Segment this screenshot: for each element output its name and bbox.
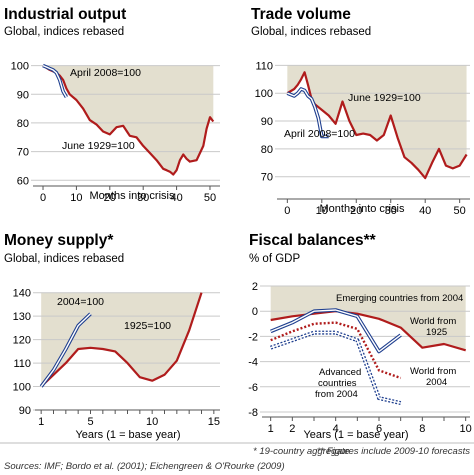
industrial-title: Industrial output — [4, 6, 126, 23]
fiscal-label-world1925-b: 1925 — [426, 327, 447, 338]
fiscal-series-world2004 — [270, 321, 402, 380]
panel-trade-volume: Trade volume Global, indices rebased 70 8… — [251, 6, 470, 217]
fiscal-label-emerging: Emerging countries from 2004 — [336, 293, 463, 304]
fiscal-xtick-label: 6 — [376, 423, 382, 435]
industrial-ytick-label: 100 — [11, 61, 29, 73]
industrial-label-june1929: June 1929=100 — [62, 140, 135, 152]
trade-series-april2008-inner — [287, 88, 329, 138]
industrial-label-april2008: April 2008=100 — [70, 67, 141, 79]
money-label-1925: 1925=100 — [124, 320, 171, 332]
industrial-xtick-label: 20 — [104, 192, 116, 204]
panel-money-supply: Money supply* Global, indices rebased 90… — [4, 232, 220, 441]
trade-xtick-label: 40 — [419, 205, 431, 217]
fiscal-title: Fiscal balances** — [249, 232, 377, 249]
trade-ytick-label: 110 — [255, 60, 273, 72]
fiscal-series-advanced2004-inner — [270, 331, 401, 404]
industrial-series-june1929 — [42, 64, 215, 176]
money-ytick-label: 130 — [13, 311, 31, 323]
money-ytick-label: 140 — [13, 288, 31, 300]
fiscal-xtick-label: 1 — [268, 423, 274, 435]
money-label-2004: 2004=100 — [57, 296, 104, 308]
money-subtitle: Global, indices rebased — [4, 253, 124, 265]
fiscal-xlabel: Years (1 = base year) — [303, 429, 408, 441]
money-ytick-label: 100 — [13, 382, 31, 394]
money-xtick-label: 1 — [38, 416, 44, 428]
industrial-xtick-label: 10 — [70, 192, 82, 204]
fiscal-ytick-label: -2 — [248, 331, 258, 343]
trade-title: Trade volume — [251, 6, 351, 23]
fiscal-shaded-area — [270, 286, 466, 351]
fiscal-label-advanced-c: from 2004 — [315, 389, 358, 400]
industrial-xtick-label: 40 — [170, 192, 182, 204]
money-xtick-label: 5 — [87, 416, 93, 428]
fiscal-label-advanced-b: countries — [318, 378, 357, 389]
trade-xtick-label: 20 — [350, 205, 362, 217]
fiscal-xtick-label: 10 — [460, 423, 472, 435]
money-xtick-label: 15 — [208, 416, 220, 428]
trade-series-june1929 — [286, 71, 468, 180]
fiscal-ytick-label: -6 — [248, 382, 258, 394]
footnote-aggregate: * 19-country aggregate — [253, 446, 350, 457]
money-series-y1925 — [40, 292, 203, 388]
fiscal-label-world2004-a: World from — [410, 366, 456, 377]
trade-ytick-label: 70 — [261, 172, 273, 184]
industrial-subtitle: Global, indices rebased — [4, 26, 124, 38]
industrial-xtick-label: 30 — [137, 192, 149, 204]
fiscal-xtick-label: 2 — [289, 423, 295, 435]
trade-label-june1929: June 1929=100 — [348, 92, 421, 104]
money-series-y2004-inner — [40, 313, 91, 387]
trade-plot-area: 70 80 90 100 110 0 10 20 30 40 50 — [255, 60, 470, 217]
money-xtick-label: 10 — [146, 416, 158, 428]
trade-subtitle: Global, indices rebased — [251, 26, 371, 38]
trade-ytick-label: 80 — [261, 144, 273, 156]
fiscal-subtitle: % of GDP — [249, 253, 300, 265]
fiscal-ytick-label: -8 — [248, 407, 258, 419]
trade-xtick-label: 10 — [316, 205, 328, 217]
fiscal-label-advanced-a: Advanced — [319, 367, 361, 378]
money-ytick-label: 110 — [13, 358, 31, 370]
fiscal-xtick-label: 4 — [333, 423, 339, 435]
industrial-shaded-area — [43, 65, 214, 175]
industrial-plot-area: 60 70 80 90 100 0 10 20 30 40 50 — [11, 61, 220, 204]
trade-xtick-label: 30 — [385, 205, 397, 217]
trade-xtick-label: 50 — [454, 205, 466, 217]
trade-shaded-area — [287, 65, 467, 179]
footnote-forecasts: ** Figures include 2009-10 forecasts — [317, 446, 470, 457]
sources-note: Sources: IMF; Bordo et al. (2001); Eiche… — [4, 461, 285, 472]
fiscal-ytick-label: 2 — [252, 281, 258, 293]
panel-fiscal-balances: Fiscal balances** % of GDP -8 -6 -4 -2 0 2 1 2 4… — [248, 232, 472, 441]
trade-ytick-label: 90 — [261, 116, 273, 128]
fiscal-plot-area: -8 -6 -4 -2 0 2 1 2 4 6 8 10 — [248, 281, 472, 435]
fiscal-ytick-label: 0 — [252, 306, 258, 318]
industrial-xtick-label: 50 — [204, 192, 216, 204]
industrial-xlabel: Months into crisis — [90, 190, 175, 202]
fiscal-series-emerging2004-inner — [270, 309, 402, 353]
industrial-ytick-label: 70 — [17, 147, 29, 159]
fiscal-label-world2004-b: 2004 — [426, 377, 447, 388]
money-title: Money supply* — [4, 232, 114, 249]
trade-ytick-label: 100 — [255, 88, 273, 100]
trade-label-april2008: April 2008=100 — [284, 128, 355, 140]
industrial-ytick-label: 60 — [17, 175, 29, 187]
panel-industrial-output: Industrial output Global, indices rebase… — [4, 6, 220, 204]
money-ytick-label: 120 — [13, 335, 31, 347]
industrial-xtick-label: 0 — [40, 192, 46, 204]
trade-xtick-label: 0 — [284, 205, 290, 217]
money-ytick-label: 90 — [19, 405, 31, 417]
fiscal-xtick-label: 8 — [419, 423, 425, 435]
industrial-ytick-label: 90 — [17, 89, 29, 101]
industrial-ytick-label: 80 — [17, 118, 29, 130]
fiscal-label-world1925-a: World from — [410, 316, 456, 327]
industrial-series-april2008-inner — [42, 64, 68, 98]
money-xlabel: Years (1 = base year) — [75, 429, 180, 441]
fiscal-ytick-label: -4 — [248, 357, 258, 369]
trade-xlabel: Months into crisis — [320, 203, 405, 215]
